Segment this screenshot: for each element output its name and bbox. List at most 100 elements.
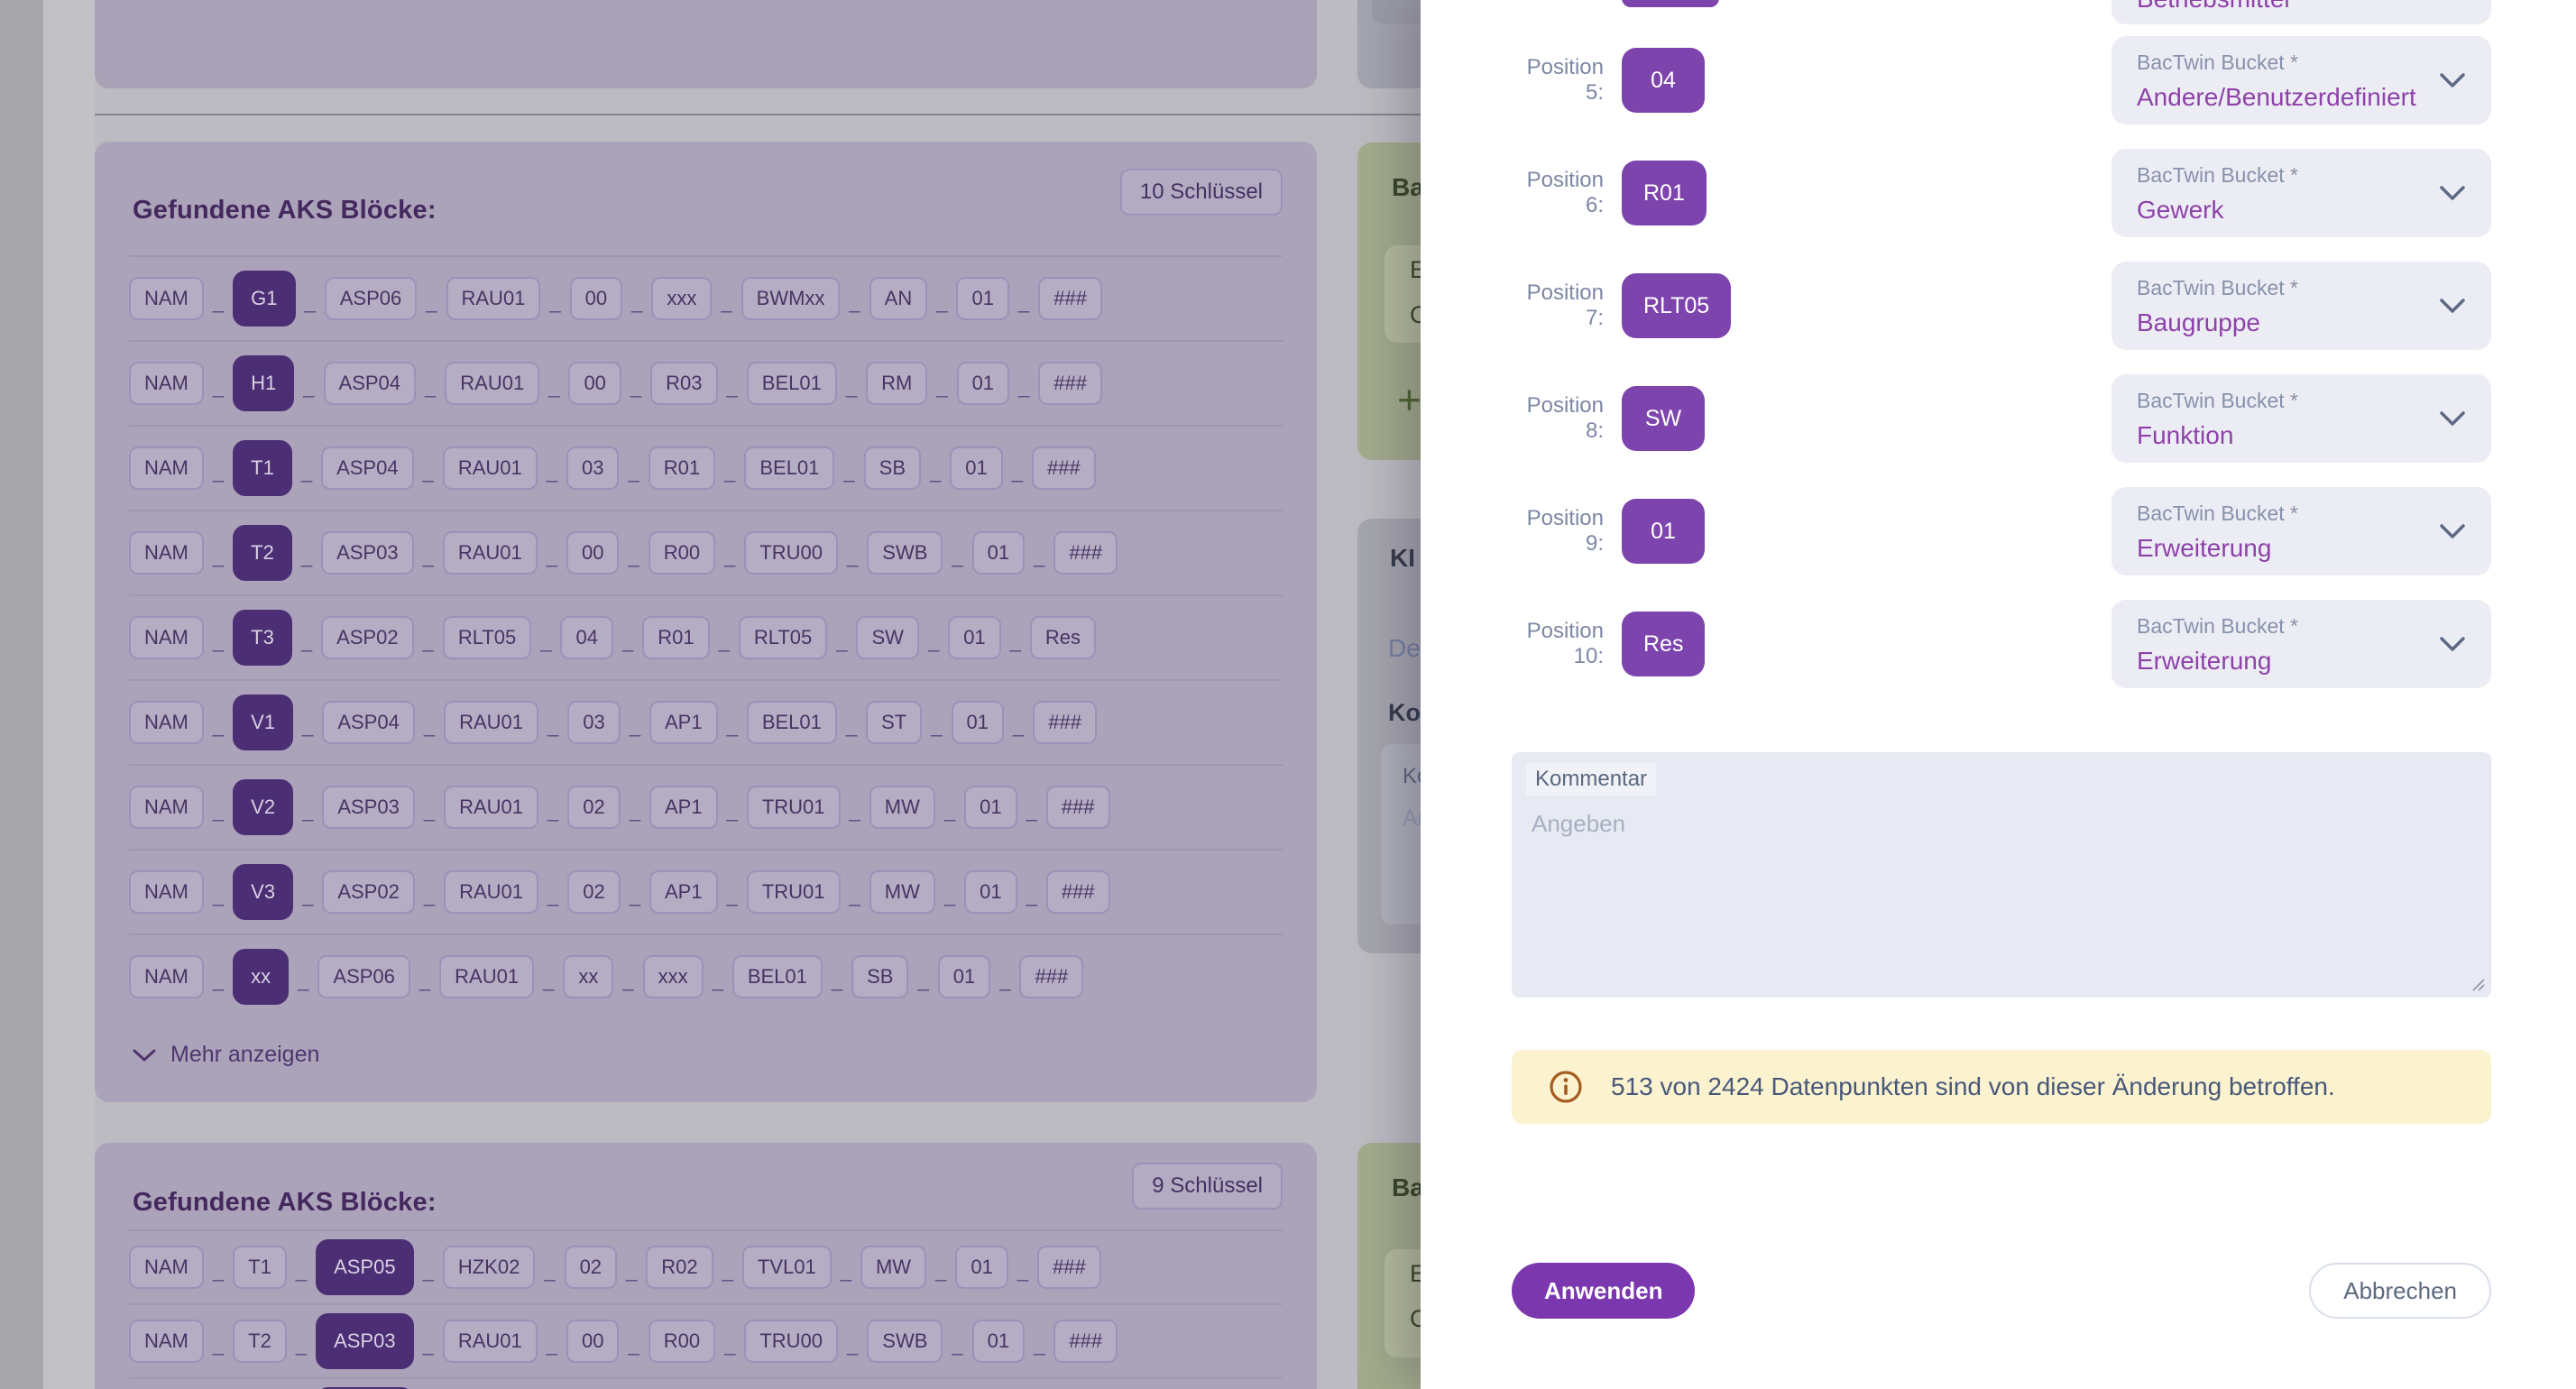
separator: _ — [426, 290, 437, 313]
apply-button[interactable]: Anwenden — [1512, 1263, 1696, 1319]
aks-token-chip: BEL01 — [746, 362, 837, 405]
separator: _ — [1026, 884, 1037, 906]
separator: _ — [546, 1333, 557, 1356]
separator: _ — [423, 799, 436, 822]
aks-row: NAM _ V2 _ ASP03 _ RAU01 _ 02 _ AP1 _ TRU01 _ MW _ 01 _ ##… — [129, 766, 1283, 851]
aks-token-chip: R00 — [648, 1320, 716, 1363]
separator: _ — [628, 1333, 639, 1356]
aks-row: NAM _ T1 _ ASP05 _ HZK02 _ 02 _ R02 _ TVL01 _ MW _ 01 _ ##… — [129, 1231, 1283, 1305]
separator: _ — [847, 1333, 859, 1356]
separator: _ — [840, 1259, 851, 1282]
bactwin-bucket-value: Erweiterung — [2137, 647, 2272, 675]
aks-token-chip: AP1 — [649, 701, 718, 744]
separator: _ — [295, 1259, 308, 1282]
aks-row: NAM _ H1 _ ASP04 _ RAU01 _ 00 _ R03 _ BEL01 _ RM _ 01 _ ##… — [129, 342, 1283, 427]
separator: _ — [628, 545, 639, 567]
separator: _ — [212, 460, 225, 483]
cancel-button[interactable]: Abbrechen — [2309, 1263, 2491, 1319]
aks-row: NAM _ T1 _ ASP04 _ RAU01 _ 03 _ R01 _ BEL01 _ SB _ 01 _ ##… — [129, 427, 1283, 511]
affected-datapoints-notice: 513 von 2424 Datenpunkten sind von diese… — [1512, 1050, 2491, 1124]
aks-row: NAM _ T2 _ ASP03 _ RAU01 _ 00 _ R00 _ TRU00 _ SWB _ 01 _ #… — [129, 1305, 1283, 1379]
aks-token-chip: 01 — [971, 1320, 1026, 1363]
comment-field-wrap: Kommentar — [1512, 752, 2491, 998]
separator: _ — [422, 460, 434, 483]
bactwin-bucket-select[interactable]: BacTwin Bucket * Baugruppe — [2111, 262, 2491, 350]
aks-token-chip: ### — [1038, 277, 1102, 320]
bactwin-bucket-select[interactable]: BacTwin Bucket * Gewerk — [2111, 149, 2491, 237]
aks-token-chip: ASP04 — [321, 446, 414, 490]
bactwin-bucket-select-partial[interactable]: Betriebsmittel — [2111, 0, 2491, 24]
show-more-button[interactable]: Mehr anzeigen — [129, 1038, 323, 1072]
aks-token-chip: G1 — [233, 271, 296, 327]
aks-token-chip: ASP03 — [321, 531, 414, 575]
aks-token-chip: xxx — [651, 277, 713, 320]
bactwin-bucket-label: BacTwin Bucket * — [2137, 389, 2298, 412]
aks-token-chip: AP1 — [649, 786, 718, 829]
aks-token-chip: T1 — [233, 1246, 287, 1289]
aks-token-chip: R02 — [646, 1246, 713, 1289]
notice-text: 513 von 2424 Datenpunkten sind von diese… — [1611, 1072, 2335, 1100]
separator: _ — [726, 799, 738, 822]
bactwin-bucket-value: Betriebsmittel — [2137, 0, 2290, 14]
aks-token-chip: TRU00 — [744, 1320, 839, 1363]
add-icon[interactable]: + — [1397, 376, 1421, 423]
aks-token-chip: 04 — [560, 616, 613, 659]
aks-token-chip: TRU00 — [744, 531, 839, 575]
aks-token-chip: V2 — [233, 779, 294, 835]
separator: _ — [546, 545, 557, 567]
aks-token-chip: RAU01 — [442, 446, 538, 490]
bactwin-bucket-label: BacTwin Bucket * — [2137, 51, 2298, 74]
separator: _ — [212, 630, 225, 652]
separator: _ — [1011, 460, 1023, 483]
bactwin-bucket-select[interactable]: BacTwin Bucket * Erweiterung — [2111, 487, 2491, 575]
aks-rows: NAM _ G1 _ ASP06 _ RAU01 _ 00 _ xxx _ BWMxx _ AN _ 01 _ ##… — [129, 257, 1283, 1018]
aks-row: NAM _ xx _ ASP06 _ RAU01 _ xx _ xxx _ BEL01 _ SB _ 01 _ ##… — [129, 935, 1283, 1018]
info-icon — [1550, 1071, 1582, 1103]
separator: _ — [302, 714, 314, 737]
aks-token-chip: MW — [860, 1246, 927, 1289]
separator: _ — [622, 969, 634, 991]
aks-token-chip: NAM — [129, 786, 204, 829]
aks-token-chip: RLT05 — [442, 616, 532, 659]
aks-token-chip: MW — [869, 870, 935, 914]
separator: _ — [712, 969, 723, 991]
separator: _ — [423, 884, 436, 906]
aks-token-chip: SW — [856, 616, 919, 659]
aks-token-chip: 01 — [955, 1246, 1008, 1289]
aks-token-chip: 00 — [566, 531, 620, 575]
aks-token-chip: MW — [869, 786, 935, 829]
aks-token-chip: RAU01 — [444, 786, 538, 829]
separator: _ — [212, 290, 225, 313]
aks-token-chip: RAU01 — [439, 955, 535, 998]
drawer-actions: Anwenden Abbrechen — [1512, 1263, 2491, 1319]
separator: _ — [1017, 290, 1030, 313]
separator: _ — [629, 799, 640, 822]
separator: _ — [722, 1259, 733, 1282]
aks-card-title: Gefundene AKS Blöcke: — [133, 1188, 437, 1218]
separator: _ — [1012, 714, 1025, 737]
separator: _ — [849, 799, 860, 822]
separator: _ — [212, 1333, 225, 1356]
separator: _ — [540, 630, 552, 652]
aks-token-chip: Res — [1029, 616, 1097, 659]
aks-token-chip: RAU01 — [442, 531, 538, 575]
bactwin-bucket-select[interactable]: BacTwin Bucket * Andere/Benutzerdefinier… — [2111, 36, 2491, 124]
position-value-chip: SW — [1622, 386, 1705, 451]
bactwin-bucket-select[interactable]: BacTwin Bucket * Erweiterung — [2111, 600, 2491, 688]
position-value-chip: 04 — [1622, 48, 1705, 113]
bactwin-bucket-select[interactable]: BacTwin Bucket * Funktion — [2111, 374, 2491, 463]
chevron-down-icon — [133, 1049, 156, 1061]
separator: _ — [302, 884, 314, 906]
aks-token-chip: 02 — [567, 786, 621, 829]
separator: _ — [931, 714, 943, 737]
key-count-badge: 9 Schlüssel — [1132, 1163, 1283, 1210]
aks-token-chip: TVL01 — [741, 1246, 832, 1289]
aks-token-chip: V3 — [233, 864, 294, 920]
separator: _ — [718, 630, 730, 652]
separator: _ — [629, 714, 640, 737]
chevron-down-icon — [2440, 73, 2465, 87]
aks-token-chip: HZK02 — [442, 1246, 536, 1289]
separator: _ — [721, 290, 732, 313]
comment-textarea[interactable] — [1512, 752, 2491, 998]
